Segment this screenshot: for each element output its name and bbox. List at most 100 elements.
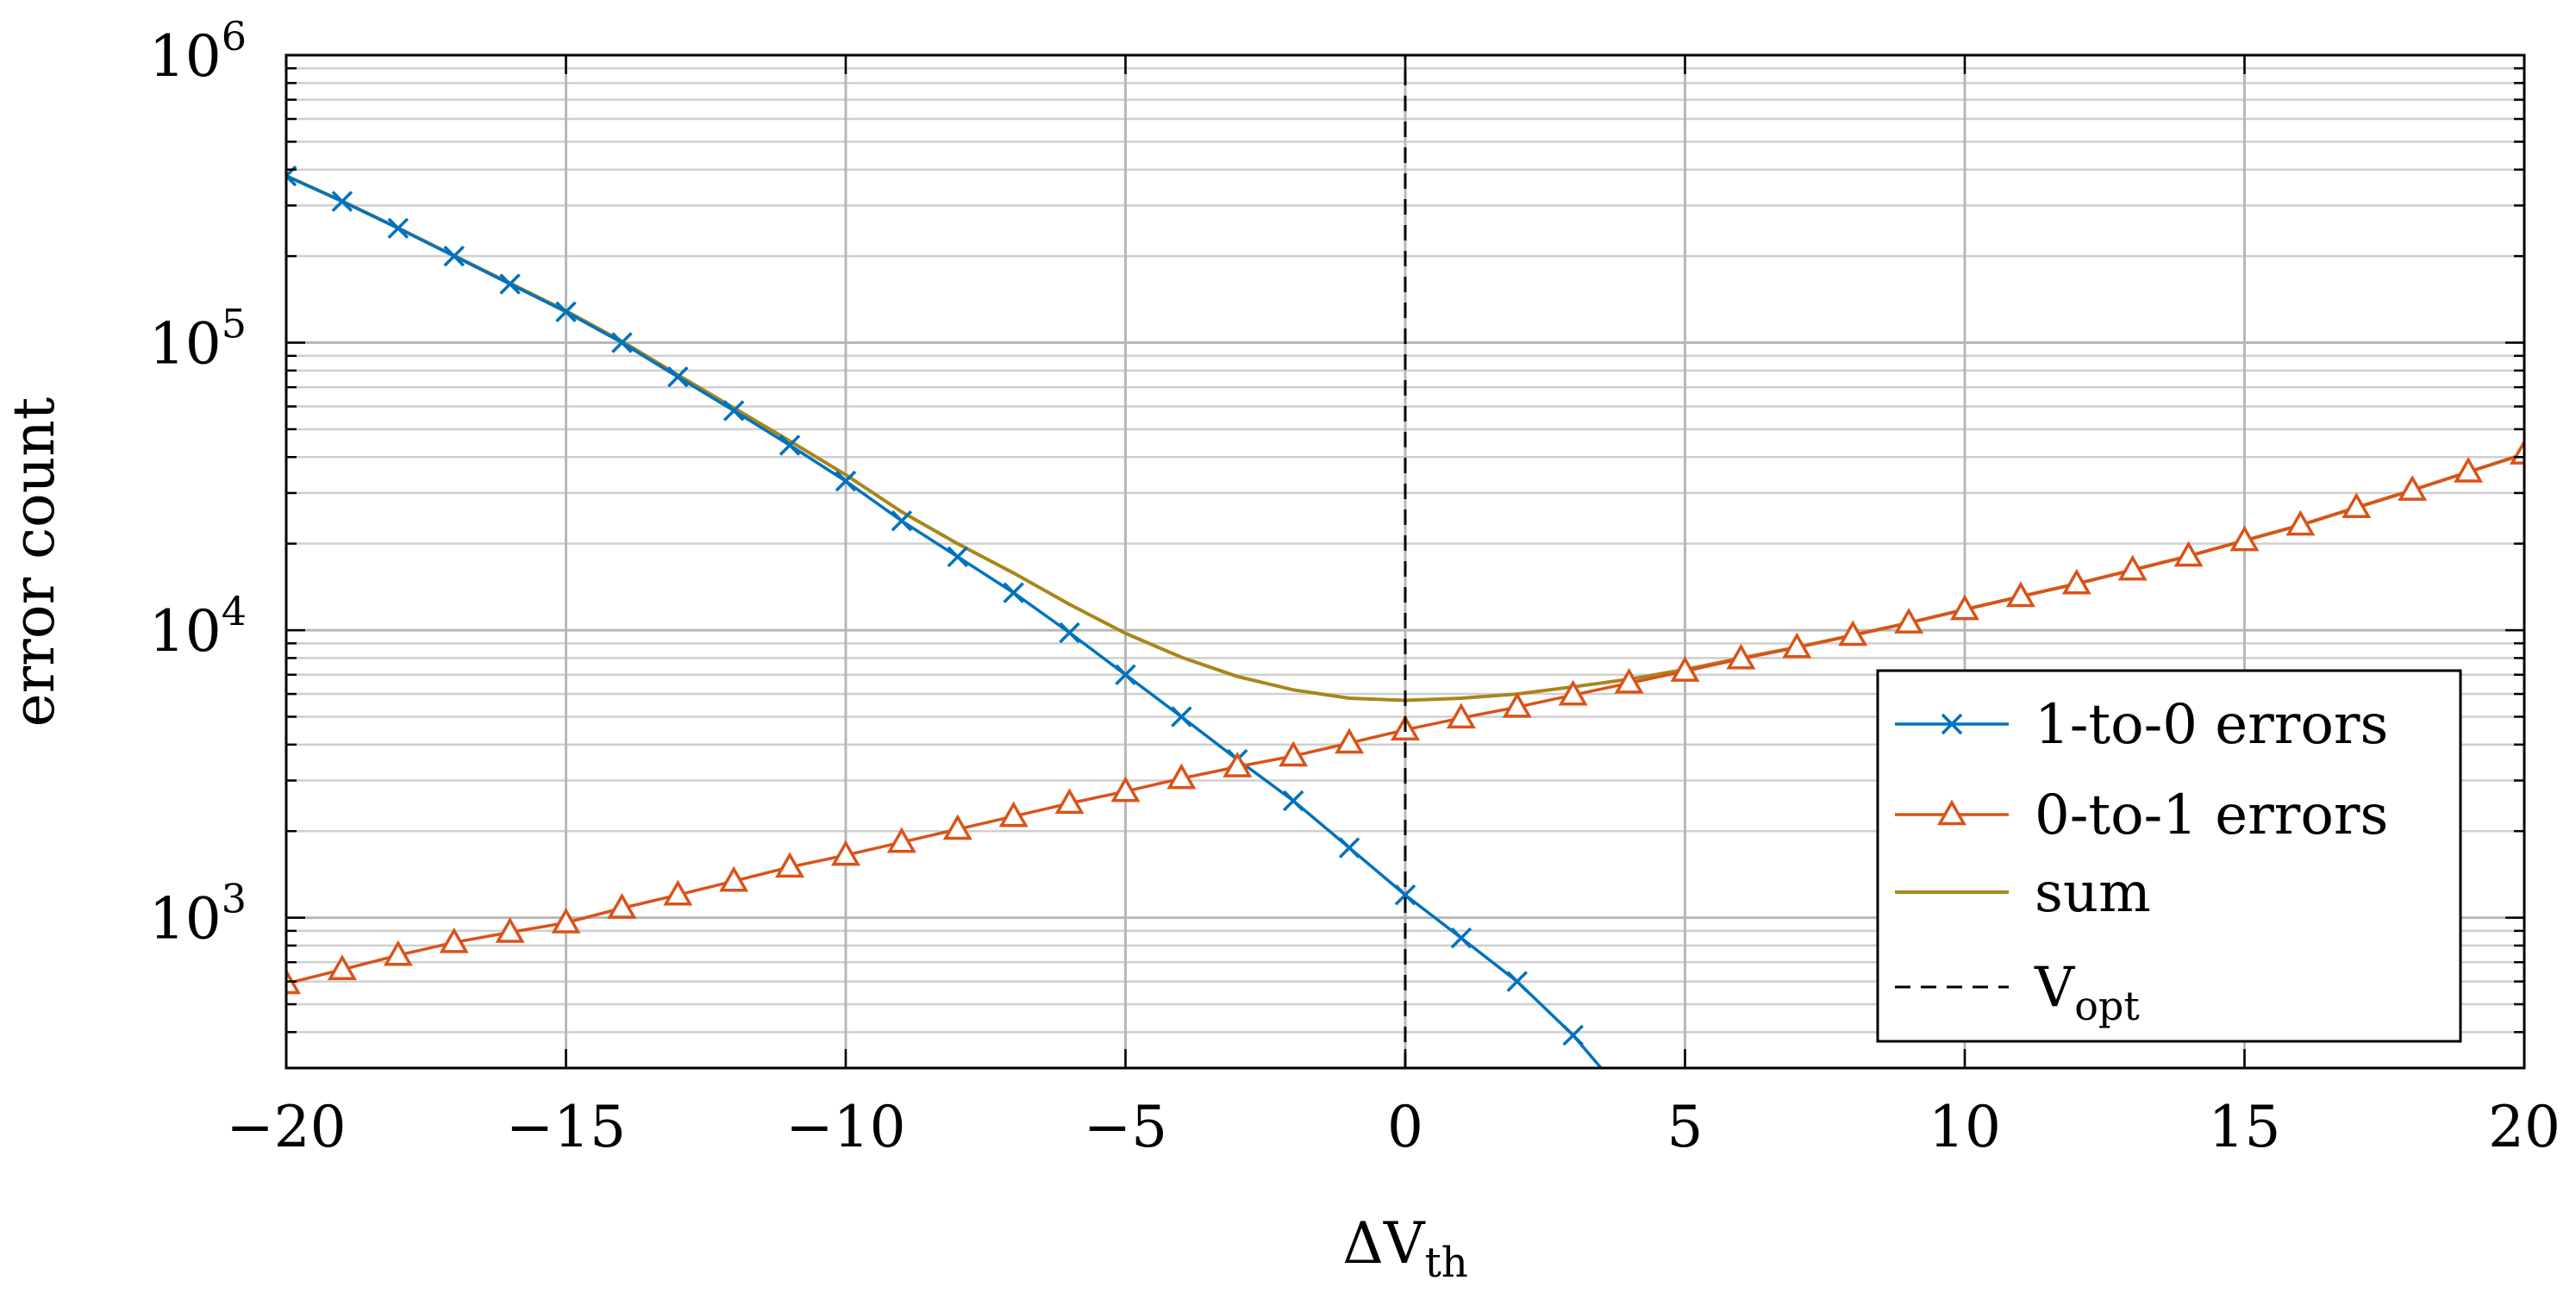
legend-entry: 1-to-0 errors <box>1895 693 2388 757</box>
data-point <box>667 366 689 388</box>
data-point <box>1335 728 1365 754</box>
marker-x-stroke <box>1394 884 1416 906</box>
data-point <box>611 332 633 353</box>
marker-x-stroke <box>1562 1024 1584 1046</box>
ticks-layer <box>284 53 2526 1070</box>
y-tick-labels: 103 104 105 106 <box>149 13 247 953</box>
marker-x-stroke <box>1450 927 1472 949</box>
marker-x-stroke <box>1941 713 1963 735</box>
data-point <box>722 400 745 422</box>
data-point <box>1166 763 1197 790</box>
data-point <box>1894 608 1924 634</box>
y-tick-label: 103 <box>149 876 247 953</box>
series-0 <box>286 165 1603 1068</box>
data-point <box>555 301 577 323</box>
data-point <box>2117 554 2148 581</box>
data-point <box>443 245 465 267</box>
x-tick-label: 15 <box>2209 1094 2281 1160</box>
data-point <box>775 852 805 878</box>
legend-box <box>1876 669 2462 1043</box>
x-tick-label: −20 <box>226 1094 346 1160</box>
marker-x-stroke <box>947 546 969 568</box>
marker-x-stroke <box>1171 706 1192 728</box>
marker-x-stroke <box>1059 622 1080 644</box>
data-point <box>1726 643 1756 670</box>
legend-marker <box>1936 799 1967 826</box>
data-point <box>1614 667 1644 694</box>
data-point <box>719 865 749 892</box>
data-point <box>331 191 353 212</box>
x-axis-title-sub: th <box>1425 1239 1468 1287</box>
marker-x-stroke <box>835 470 857 492</box>
data-point <box>778 434 801 456</box>
marker-x-stroke <box>331 191 353 212</box>
data-point <box>2285 509 2316 536</box>
marker-x-stroke <box>611 332 633 353</box>
marker-x-stroke <box>499 273 521 295</box>
data-point <box>495 916 525 943</box>
data-point <box>2342 492 2372 519</box>
data-point <box>891 510 913 532</box>
marker-x-stroke <box>1003 582 1024 603</box>
legend-entry: 0-to-1 errors <box>1895 784 2388 847</box>
data-point <box>439 927 469 953</box>
y-tick-label: 105 <box>149 301 247 378</box>
marker-x-stroke <box>387 217 410 240</box>
marker-x-stroke <box>555 301 577 323</box>
data-point <box>1059 622 1080 644</box>
data-point <box>1171 706 1192 728</box>
data-point <box>387 217 410 240</box>
data-point <box>1279 740 1309 767</box>
x-tick-labels: −20 −15 −10 −5 0 5 10 15 20 <box>226 1094 2560 1160</box>
data-point <box>2454 457 2484 483</box>
data-point <box>1838 620 1868 646</box>
y-axis-title: error count <box>1 397 67 728</box>
data-point <box>1110 776 1141 803</box>
data-point <box>2398 475 2428 501</box>
data-point <box>663 879 693 906</box>
marker-x-stroke <box>778 434 801 456</box>
x-tick-label: −5 <box>1084 1094 1167 1160</box>
legend-entry: sum <box>1895 861 2151 925</box>
data-point <box>947 546 969 568</box>
data-point <box>2173 540 2204 567</box>
data-point <box>1115 664 1136 685</box>
data-point <box>383 940 413 966</box>
series-layer <box>286 55 2524 1068</box>
y-tick-label: 106 <box>149 13 247 90</box>
data-point <box>886 827 916 853</box>
data-point <box>998 801 1029 828</box>
data-point <box>499 273 521 295</box>
data-point <box>1222 751 1253 778</box>
marker-x-stroke <box>722 400 745 422</box>
data-point <box>1054 788 1085 815</box>
data-point <box>327 954 357 981</box>
x-tick-label: 0 <box>1387 1094 1423 1160</box>
data-point <box>1506 971 1529 992</box>
data-point <box>1338 837 1360 859</box>
legend: 1-to-0 errors 0-to-1 errors sum Vopt <box>1876 669 2462 1043</box>
legend-label: 1-to-0 errors <box>2035 693 2388 757</box>
data-point <box>1562 1024 1584 1046</box>
data-point <box>942 814 972 840</box>
x-axis-title-main: ΔV <box>1342 1210 1426 1277</box>
legend-label: Vopt <box>2034 956 2140 1029</box>
y-tick-label: 104 <box>149 588 247 665</box>
legend-label: sum <box>2035 861 2151 925</box>
data-point <box>1782 632 1812 659</box>
data-point <box>1394 884 1416 906</box>
data-point <box>551 907 581 934</box>
marker-x-stroke <box>891 510 913 532</box>
marker-x-stroke <box>1338 837 1360 859</box>
data-point <box>2229 525 2260 552</box>
marker-x-stroke <box>286 173 297 187</box>
marker-x-stroke <box>667 366 689 388</box>
data-point <box>1450 927 1472 949</box>
data-point <box>1670 656 1700 682</box>
data-point <box>2005 581 2035 608</box>
x-tick-label: 5 <box>1667 1094 1704 1160</box>
data-point <box>835 470 857 492</box>
x-tick-label: −15 <box>506 1094 626 1160</box>
